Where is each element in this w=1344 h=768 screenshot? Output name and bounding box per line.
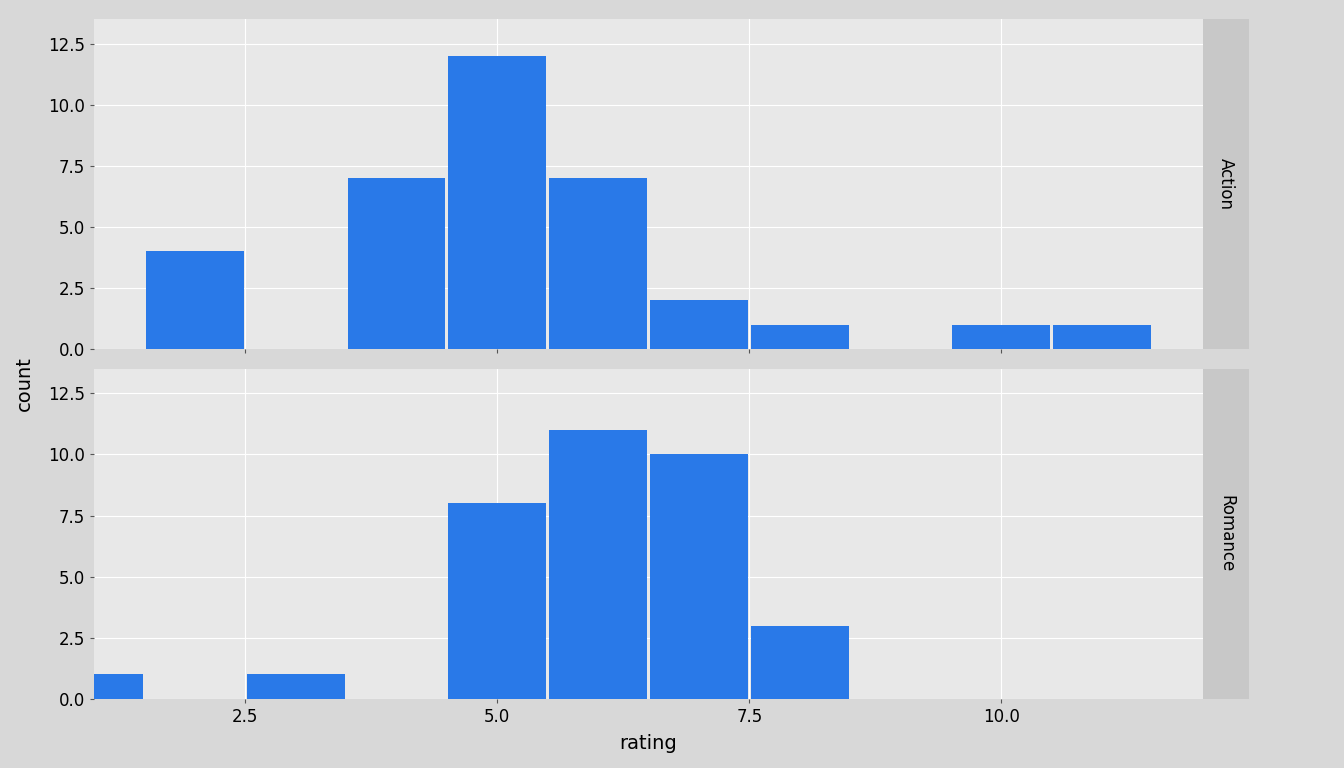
Bar: [650, 455, 747, 699]
Bar: [146, 251, 243, 349]
Bar: [550, 430, 646, 699]
Bar: [247, 674, 344, 699]
Bar: [449, 56, 546, 349]
Bar: [550, 178, 646, 349]
X-axis label: rating: rating: [620, 734, 677, 753]
Bar: [46, 674, 142, 699]
Bar: [751, 325, 848, 349]
Bar: [348, 178, 445, 349]
Bar: [1054, 325, 1150, 349]
Bar: [953, 325, 1050, 349]
Bar: [650, 300, 747, 349]
Bar: [751, 626, 848, 699]
Text: count: count: [15, 356, 34, 412]
Bar: [449, 503, 546, 699]
